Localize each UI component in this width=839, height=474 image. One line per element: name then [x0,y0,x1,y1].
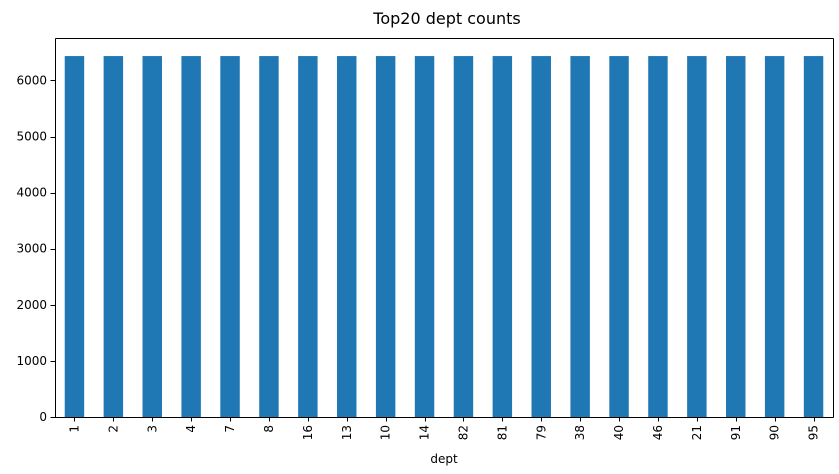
x-tick-label: 10 [379,425,393,440]
x-tick-label: 81 [495,425,509,440]
x-tick-label: 8 [262,425,276,433]
x-tick-label: 4 [184,425,198,433]
bar-21 [687,56,707,418]
x-tick-label: 90 [768,425,782,440]
y-tick-label: 0 [39,410,47,424]
bar-16 [298,56,318,418]
x-tick-label: 21 [690,425,704,440]
bar-95 [803,56,824,418]
bar-90 [764,56,785,418]
bar-38 [570,56,590,418]
y-tick-label: 1000 [16,354,47,368]
x-tick-label: 13 [340,425,354,440]
bar-46 [648,56,668,418]
bar-2 [103,56,124,418]
bar-3 [142,56,162,418]
bar-4 [181,56,201,418]
x-tick-label: 79 [534,425,548,440]
bar-40 [609,56,629,418]
bar-8 [259,56,279,418]
x-axis-label: dept [430,452,458,466]
bar-14 [414,56,435,418]
y-tick-label: 5000 [16,130,47,144]
bar-79 [531,56,551,418]
x-tick-label: 91 [729,425,743,440]
plot-frame [55,38,834,418]
x-tick-label: 2 [106,425,120,433]
x-tick-label: 14 [418,425,432,440]
x-tick-label: 38 [573,425,587,440]
bar-10 [375,56,396,418]
x-tick-label: 95 [807,425,821,440]
x-tick-label: 82 [456,425,470,440]
bar-13 [337,56,357,418]
bar-82 [453,56,474,418]
x-tick-label: 46 [651,425,665,440]
y-tick-label: 2000 [16,298,47,312]
bar-91 [726,56,746,418]
chart-title: Top20 dept counts [372,9,520,28]
x-tick-label: 40 [612,425,626,440]
bars-group [64,56,824,418]
bar-81 [492,56,513,418]
x-ticks-group: 1 2 3 4 7 8 16 13 10 14 82 81 79 38 40 46 21 91 90 95 [67,417,821,440]
y-tick-label: 4000 [16,186,47,200]
x-tick-label: 3 [145,425,159,433]
y-tick-label: 3000 [16,242,47,256]
x-tick-label: 7 [223,425,237,433]
bar-7 [220,56,240,418]
x-tick-label: 16 [301,425,315,440]
x-tick-label: 1 [67,425,81,433]
y-tick-label: 6000 [16,73,47,87]
bar-1 [64,56,85,418]
y-ticks-group: 0 1000 2000 3000 4000 5000 6000 [16,73,56,424]
